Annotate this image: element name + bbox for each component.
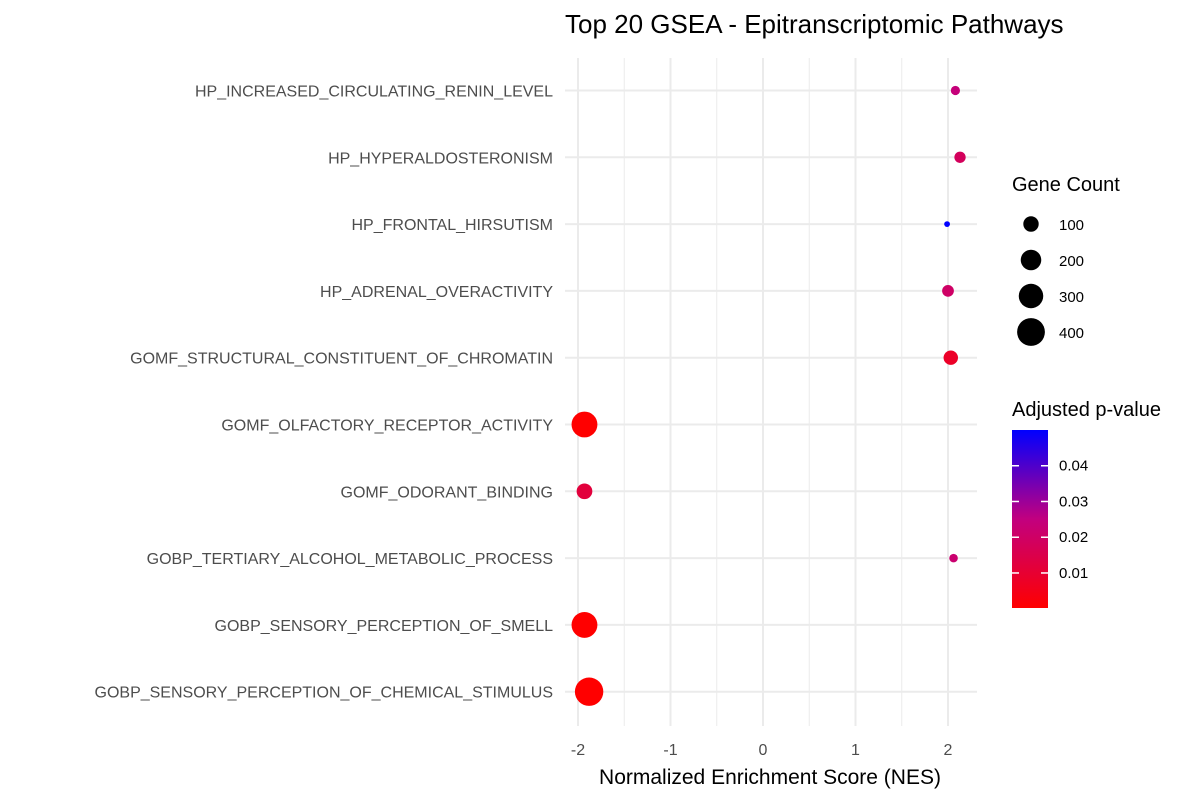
y-tick-label: GOMF_STRUCTURAL_CONSTITUENT_OF_CHROMATIN <box>130 351 553 368</box>
x-axis-tick-labels: -2 -1 0 1 2 <box>571 742 953 759</box>
size-legend: 100 200 300 400 <box>1017 216 1084 346</box>
y-tick-label: HP_ADRENAL_OVERACTIVITY <box>320 284 553 301</box>
data-point <box>950 85 961 96</box>
size-legend-label: 100 <box>1059 217 1084 234</box>
size-legend-point <box>1018 283 1044 309</box>
size-legend-title: Gene Count <box>1012 174 1120 196</box>
x-tick-label: 0 <box>759 742 768 759</box>
y-axis-labels: HP_INCREASED_CIRCULATING_RENIN_LEVEL HP_H… <box>95 84 554 702</box>
color-legend-title: Adjusted p-value <box>1012 399 1161 421</box>
data-point <box>574 677 604 706</box>
size-legend-label: 200 <box>1059 253 1084 270</box>
x-axis-title: Normalized Enrichment Score (NES) <box>599 766 941 789</box>
size-legend-label: 300 <box>1059 289 1084 306</box>
data-point <box>942 285 954 297</box>
size-legend-point <box>1020 249 1042 271</box>
color-legend-label: 0.02 <box>1059 529 1088 546</box>
color-legend-label: 0.03 <box>1059 493 1088 510</box>
data-point <box>944 221 950 227</box>
y-tick-label: HP_FRONTAL_HIRSUTISM <box>351 217 553 234</box>
chart-title: Top 20 GSEA - Epitranscriptomic Pathways <box>565 9 1064 39</box>
y-tick-label: HP_INCREASED_CIRCULATING_RENIN_LEVEL <box>195 84 553 101</box>
size-legend-label: 400 <box>1059 325 1084 342</box>
grid-layer <box>565 58 977 726</box>
data-point <box>943 350 958 365</box>
size-legend-point <box>1023 216 1039 232</box>
y-tick-label: HP_HYPERALDOSTERONISM <box>328 150 553 167</box>
y-tick-label: GOBP_TERTIARY_ALCOHOL_METABOLIC_PROCESS <box>147 551 553 568</box>
data-point <box>954 151 966 163</box>
y-tick-label: GOMF_OLFACTORY_RECEPTOR_ACTIVITY <box>221 418 553 435</box>
data-point <box>571 411 598 438</box>
data-point <box>571 611 598 638</box>
y-tick-label: GOBP_SENSORY_PERCEPTION_OF_CHEMICAL_STIM… <box>95 685 554 702</box>
color-legend-label: 0.01 <box>1059 565 1088 582</box>
y-tick-label: GOBP_SENSORY_PERCEPTION_OF_SMELL <box>215 618 554 635</box>
x-tick-label: -2 <box>571 742 585 759</box>
color-legend-ticks: 0.04 0.03 0.02 0.01 <box>1012 458 1088 582</box>
y-tick-label: GOMF_ODORANT_BINDING <box>341 484 553 501</box>
data-points <box>571 85 966 706</box>
color-legend-label: 0.04 <box>1059 458 1088 475</box>
x-tick-label: -1 <box>663 742 677 759</box>
data-point <box>576 483 593 500</box>
x-tick-label: 2 <box>944 742 953 759</box>
size-legend-point <box>1017 318 1045 346</box>
x-tick-label: 1 <box>851 742 860 759</box>
color-legend-bar <box>1012 430 1048 608</box>
data-point <box>949 553 958 563</box>
